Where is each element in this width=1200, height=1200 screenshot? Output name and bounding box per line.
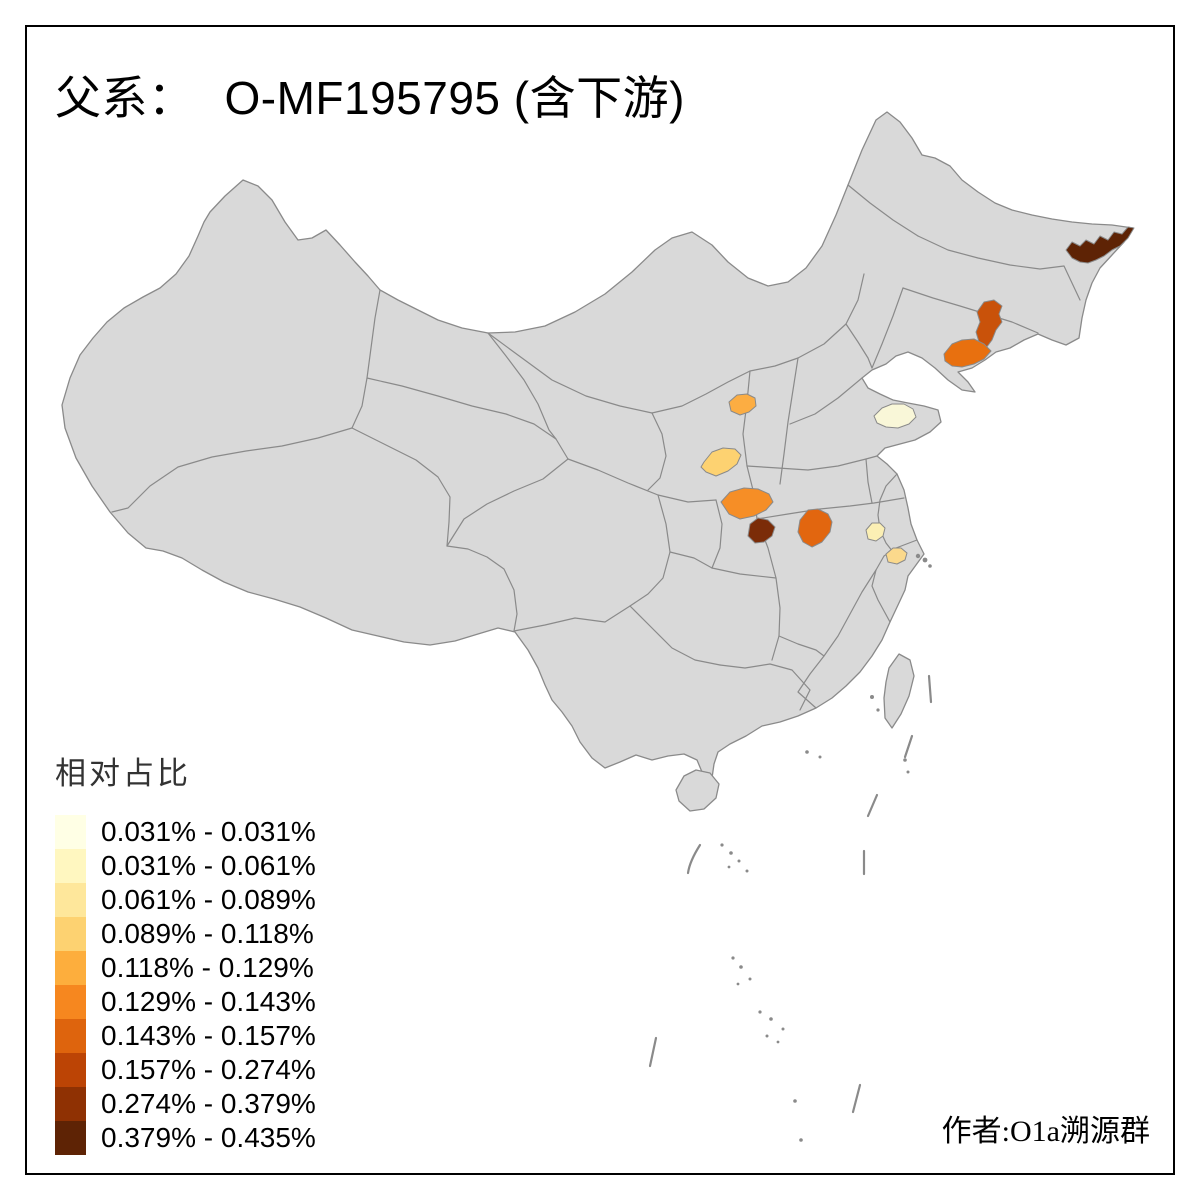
legend-swatch <box>55 985 86 1019</box>
legend-row: 0.089% - 0.118% <box>55 917 316 951</box>
legend-row: 0.118% - 0.129% <box>55 951 316 985</box>
map-region-anhui-central <box>865 522 886 542</box>
legend-row: 0.129% - 0.143% <box>55 985 316 1019</box>
legend-row: 0.031% - 0.031% <box>55 815 316 849</box>
small-islands <box>720 553 932 1142</box>
author-credit: 作者:O1a溯源群 <box>941 1115 1150 1148</box>
title-prefix: 父系： <box>55 73 195 124</box>
legend-label: 0.143% - 0.157% <box>101 1020 316 1051</box>
map-title: 父系： O-MF195795 (含下游) <box>55 62 685 128</box>
legend-label: 0.379% - 0.435% <box>101 1122 316 1153</box>
map-region-hubei-northwest <box>797 508 833 548</box>
map-region-shaanxi-north <box>728 393 757 416</box>
hainan-island <box>675 769 720 812</box>
legend-label: 0.031% - 0.061% <box>101 850 316 881</box>
map-region-shaanxi-central-west <box>700 447 742 477</box>
legend-label: 0.157% - 0.274% <box>101 1054 316 1085</box>
sea-boundary-dashes <box>648 674 933 1114</box>
legend-label: 0.129% - 0.143% <box>101 986 316 1017</box>
legend-swatch <box>55 1087 86 1121</box>
legend-label: 0.118% - 0.129% <box>101 952 314 983</box>
legend-swatch <box>55 1121 86 1155</box>
legend-swatch <box>55 815 86 849</box>
legend-swatch <box>55 1053 86 1087</box>
map-frame <box>25 25 1175 1175</box>
legend-row: 0.274% - 0.379% <box>55 1087 316 1121</box>
legend-swatch <box>55 849 86 883</box>
legend-row: 0.061% - 0.089% <box>55 883 316 917</box>
map-region-shaanxi-southwest <box>720 487 774 520</box>
map-region-liaoning-south-coast <box>943 338 992 368</box>
legend-title: 相对占比 <box>55 756 191 791</box>
legend-row: 0.157% - 0.274% <box>55 1053 316 1087</box>
title-haplogroup: O-MF195795 (含下游) <box>224 72 685 124</box>
map-region-shandong-peninsula <box>873 403 917 429</box>
map-region-shaanxi-south-small <box>747 517 776 544</box>
legend-label: 0.031% - 0.031% <box>101 816 316 847</box>
legend-label: 0.061% - 0.089% <box>101 884 316 915</box>
taiwan-island <box>883 653 915 729</box>
legend-label: 0.274% - 0.379% <box>101 1088 316 1119</box>
legend-swatch <box>55 883 86 917</box>
province-boundaries <box>111 184 1081 711</box>
map-region-jiangsu-south <box>885 547 908 565</box>
legend: 相对占比 0.031% - 0.031% 0.031% - 0.061% 0.0… <box>55 748 316 1155</box>
legend-row: 0.379% - 0.435% <box>55 1121 316 1155</box>
legend-rows: 0.031% - 0.031% 0.031% - 0.061% 0.061% -… <box>55 815 316 1155</box>
legend-label: 0.089% - 0.118% <box>101 918 314 949</box>
map-region-heilongjiang-far-east <box>1065 226 1135 264</box>
legend-swatch <box>55 917 86 951</box>
map-region-liaoning-east <box>975 299 1003 349</box>
legend-swatch <box>55 951 86 985</box>
legend-swatch <box>55 1019 86 1053</box>
legend-row: 0.031% - 0.061% <box>55 849 316 883</box>
china-mainland <box>61 111 1134 779</box>
legend-row: 0.143% - 0.157% <box>55 1019 316 1053</box>
